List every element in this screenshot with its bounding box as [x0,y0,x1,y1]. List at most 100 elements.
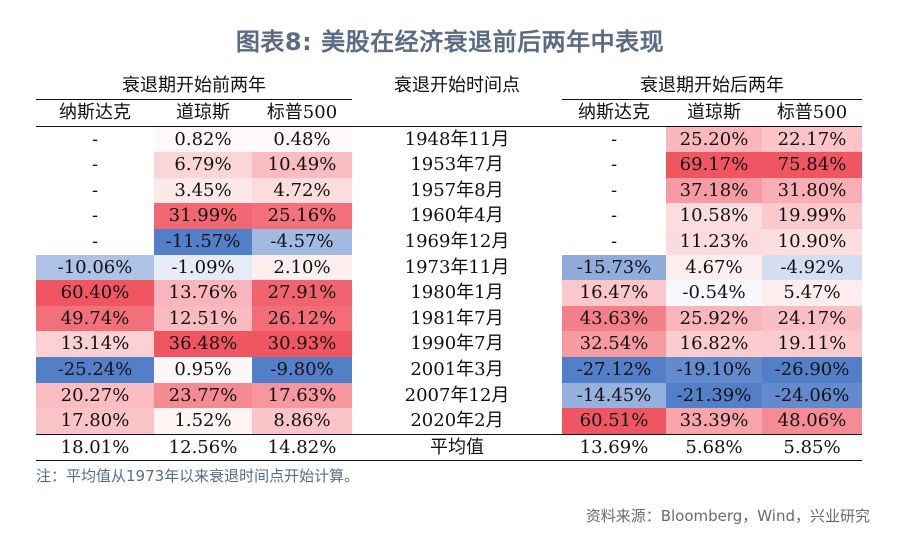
cell-after-sp500: -24.06% [762,382,862,409]
cell-after-nasdaq: -27.12% [562,356,666,383]
col-header-before-nasdaq: 纳斯达克 [36,99,154,127]
table-row: - -11.57% -4.57% 1969年12月 - 11.23% 10.90% [36,228,862,255]
cell-date: 1980年1月 [410,282,504,304]
cell-after-dow: 4.67% [666,254,762,281]
cell-before-dow: 0.82% [154,126,252,153]
cell-before-nasdaq: 49.74% [36,305,154,332]
cell-date: 2020年2月 [410,410,504,432]
cell-before-nasdaq: 60.40% [36,280,154,306]
avg-after-sp500: 5.85% [762,433,862,462]
cell-after-dow: 16.82% [666,331,762,357]
cell-before-nasdaq: 20.27% [36,382,154,409]
cell-after-nasdaq: 16.47% [562,280,666,306]
cell-before-sp500: 2.10% [252,254,352,281]
cell-before-nasdaq: -10.06% [36,254,154,281]
cell-before-dow: 13.76% [154,280,252,306]
table-row: - 31.99% 25.16% 1960年4月 - 10.58% 19.99% [36,203,862,229]
footnote: 注：平均值从1973年以来衰退时间点开始计算。 [36,467,360,485]
cell-before-sp500: 26.12% [252,305,352,332]
cell-before-dow: 6.79% [154,152,252,178]
col-header-after-dow: 道琼斯 [666,99,762,127]
cell-before-dow: -11.57% [154,228,252,255]
cell-date: 1948年11月 [404,128,510,150]
group-header-row: 衰退期开始前两年 衰退开始时间点 衰退期开始后两年 [36,73,862,100]
cell-after-sp500: 5.47% [762,280,862,306]
cell-before-nasdaq: - [91,154,99,176]
cell-after-sp500: 48.06% [762,408,862,435]
cell-before-dow: 0.95% [154,356,252,383]
recession-returns-table: 衰退期开始前两年 衰退开始时间点 衰退期开始后两年 纳斯达克 道琼斯 标普500… [36,73,862,462]
cell-before-nasdaq: -25.24% [36,356,154,383]
cell-date: 1973年11月 [404,256,510,278]
cell-before-dow: 23.77% [154,382,252,409]
cell-after-sp500: 10.90% [762,228,862,255]
cell-after-sp500: 19.11% [762,331,862,357]
cell-after-sp500: -4.92% [762,254,862,281]
table-row: 20.27% 23.77% 17.63% 2007年12月 -14.45% -21.39%… [36,382,862,409]
cell-after-nasdaq: -15.73% [562,254,666,281]
cell-before-nasdaq: - [91,205,99,227]
cell-date: 1953年7月 [410,154,504,176]
col-header-after-nasdaq: 纳斯达克 [562,99,666,127]
cell-after-dow: 33.39% [666,408,762,435]
cell-after-nasdaq: - [610,205,618,227]
cell-before-dow: 36.48% [154,331,252,357]
cell-date: 2001年3月 [410,358,504,380]
cell-after-dow: 69.17% [666,152,762,178]
cell-date: 1990年7月 [410,333,504,355]
cell-before-sp500: -9.80% [252,356,352,383]
cell-after-sp500: -26.90% [762,356,862,383]
middle-header: 衰退开始时间点 [394,75,520,97]
average-row: 18.01% 12.56% 14.82% 平均值 13.69% 5.68% 5.85% [36,433,862,462]
cell-date: 2007年12月 [404,384,510,406]
table-row: 60.40% 13.76% 27.91% 1980年1月 16.47% -0.54% 5.4… [36,280,862,306]
cell-before-dow: -1.09% [154,254,252,281]
table-row: -10.06% -1.09% 2.10% 1973年11月 -15.73% 4.67% -4… [36,254,862,281]
table-row: 13.14% 36.48% 30.93% 1990年7月 32.54% 16.82% 19.… [36,331,862,357]
cell-date: 1957年8月 [410,179,504,201]
cell-after-dow: 25.92% [666,305,762,332]
cell-after-nasdaq: - [610,179,618,201]
cell-after-dow: -19.10% [666,356,762,383]
cell-after-nasdaq: 32.54% [562,331,666,357]
before-group-header: 衰退期开始前两年 [36,73,352,100]
avg-before-nasdaq: 18.01% [36,433,154,462]
cell-before-nasdaq: - [91,128,99,150]
table-row: - 3.45% 4.72% 1957年8月 - 37.18% 31.80% [36,177,862,204]
cell-after-nasdaq: 43.63% [562,305,666,332]
avg-after-nasdaq: 13.69% [562,433,666,462]
col-header-middle-blank [352,99,562,127]
cell-after-sp500: 22.17% [762,126,862,153]
cell-before-sp500: 10.49% [252,152,352,178]
cell-before-nasdaq: - [91,179,99,201]
avg-label: 平均值 [352,433,562,462]
cell-after-nasdaq: - [610,154,618,176]
cell-after-dow: 10.58% [666,203,762,229]
table-row: -25.24% 0.95% -9.80% 2001年3月 -27.12% -19.10% -… [36,356,862,383]
cell-before-dow: 3.45% [154,177,252,204]
cell-before-dow: 12.51% [154,305,252,332]
table-row: - 6.79% 10.49% 1953年7月 - 69.17% 75.84% [36,152,862,178]
cell-before-nasdaq: - [91,230,99,252]
column-header-row: 纳斯达克 道琼斯 标普500 纳斯达克 道琼斯 标普500 [36,99,862,127]
cell-after-dow: 25.20% [666,126,762,153]
cell-after-dow: 11.23% [666,228,762,255]
cell-before-sp500: 4.72% [252,177,352,204]
cell-before-sp500: 30.93% [252,331,352,357]
cell-date: 1969年12月 [404,230,510,252]
col-header-before-sp500: 标普500 [252,99,352,127]
table-row: - 0.82% 0.48% 1948年11月 - 25.20% 22.17% [36,126,862,153]
cell-before-dow: 31.99% [154,203,252,229]
cell-after-sp500: 19.99% [762,203,862,229]
cell-date: 1981年7月 [410,307,504,329]
cell-after-nasdaq: - [610,230,618,252]
cell-after-sp500: 24.17% [762,305,862,332]
cell-date: 1960年4月 [410,205,504,227]
cell-before-dow: 1.52% [154,408,252,435]
col-header-after-sp500: 标普500 [762,99,862,127]
cell-after-dow: -21.39% [666,382,762,409]
cell-before-sp500: 25.16% [252,203,352,229]
cell-after-nasdaq: -14.45% [562,382,666,409]
source-credit: 资料来源：Bloomberg，Wind，兴业研究 [585,507,870,525]
avg-before-sp500: 14.82% [252,433,352,462]
